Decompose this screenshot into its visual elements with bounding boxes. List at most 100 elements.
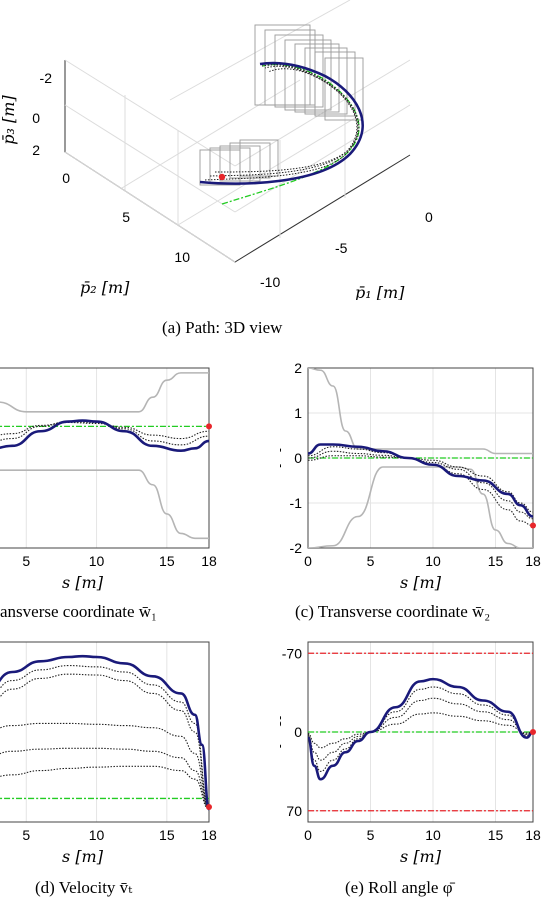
x-axis-label: p̄₁ [m] [355,283,405,300]
x-tick: 0 [425,209,433,225]
x-tick-label: 10 [425,553,441,569]
x-tick-label: 18 [201,553,217,569]
x-axis-label: s [m] [400,847,442,866]
x-tick-label: 0 [304,827,312,843]
corridor-frames [199,24,364,186]
caption-e: (e) Roll angle φ̄ [345,878,453,897]
dotted-path-2 [209,65,358,177]
corridor-frame [264,29,316,106]
reference-path [221,63,360,205]
y-tick-label: 0 [294,724,302,740]
corridor-frame [274,34,324,108]
axis-frame [64,60,411,263]
x-axis-label: s [m] [400,573,442,592]
dotted-path-1 [204,68,359,181]
end-marker [206,804,212,810]
series-grey-bound [308,368,533,455]
x-tick-label: 5 [367,553,375,569]
series-group [308,652,533,812]
corridor-frame [304,47,348,115]
x-tick: -5 [335,240,348,256]
y-tick-label: 0 [294,450,302,466]
z-tick: 2 [32,142,40,158]
series-dotted-black [0,665,209,810]
start-marker [218,173,226,181]
corridor-frame [284,39,332,111]
x-tick-label: 15 [488,827,504,843]
y-tick-label: 70 [286,803,302,819]
x-tick-label: 18 [201,827,217,843]
series-dotted-black [0,421,209,440]
axes-frame [0,641,210,823]
series-dotted-black [0,747,209,810]
end-marker [530,729,536,735]
x-tick-label: 15 [159,553,175,569]
chart-3d-path: -2 0 2 p̄₃ [m] 0 5 10 p̄₂ [m] 0 -5 -10 p… [0,0,433,300]
corridor-frame [324,57,364,121]
series-dotted-black [0,420,209,446]
grid-line [64,104,236,213]
series-dotted-black [308,455,533,513]
x-tick-label: 0 [304,553,312,569]
chart-transverse-w1: 5 10 15 18 s [m] [0,367,217,592]
series-dotted-black [308,712,533,749]
caption-c: (c) Transverse coordinate w̄₂ [295,602,491,621]
y-tick-label: 2 [294,360,302,376]
x-ticks: 0 -5 -10 [260,209,433,290]
series-grey-bound [0,469,209,540]
x-tick: -10 [260,274,280,290]
series-dotted-black [308,697,533,761]
y-axis-label: [deg] [280,715,282,748]
caption-b: ansverse coordinate w̄₁ [0,602,157,621]
x-tick-label: 10 [89,827,105,843]
corridor-frame [314,51,356,117]
axes-frame [0,367,210,549]
y-tick: 5 [122,209,130,225]
end-marker [530,522,536,529]
corridor-frame [294,43,340,113]
y-ticks: 0 5 10 [62,170,190,265]
grid-line [169,0,351,101]
x-tick-label: 18 [525,553,541,569]
y-axis-label: [m] [280,448,282,469]
x-tick-label: 10 [89,553,105,569]
end-marker [206,423,212,430]
x-tick-label: 5 [22,827,30,843]
series-solid-navy [308,443,533,518]
z-axis-label: p̄₃ [m] [0,95,18,145]
series-solid-navy [0,654,209,811]
x-tick-label: 5 [22,553,30,569]
y-tick: 10 [174,249,190,265]
corridor-frame [239,139,279,177]
grid-line [234,104,411,213]
y-axis-label: p̄₂ [m] [80,278,130,297]
caption-d: (d) Velocity v̄ₜ [35,878,133,897]
x-tick-label: 15 [159,827,175,843]
series-dotted-black [0,765,209,810]
series-solid-navy [0,419,209,453]
x-axis-label: s [m] [62,847,104,866]
series-grey-bound [308,466,533,548]
caption-a: (a) Path: 3D view [162,318,283,337]
chart-velocity: 5 10 15 18 s [m] [0,641,217,866]
y-tick: 0 [62,170,70,186]
series-group [0,654,209,811]
z-tick: -2 [40,70,53,86]
grid-line [121,79,301,189]
series-dotted-black [308,450,533,520]
x-tick-label: 5 [367,827,375,843]
series-dotted-black [0,722,209,810]
series-dotted-black [308,686,533,772]
x-tick-label: 10 [425,827,441,843]
axes-3d-box [64,60,411,263]
series-group [308,368,533,548]
y-tick-label: -2 [290,540,303,556]
grid-line [64,59,236,167]
dotted-path-3 [214,64,360,173]
grid-3d [64,0,411,263]
optimal-path [199,61,364,185]
y-tick-label: -70 [282,645,302,661]
x-axis-label: s [m] [62,573,104,592]
grid-line [64,151,236,263]
